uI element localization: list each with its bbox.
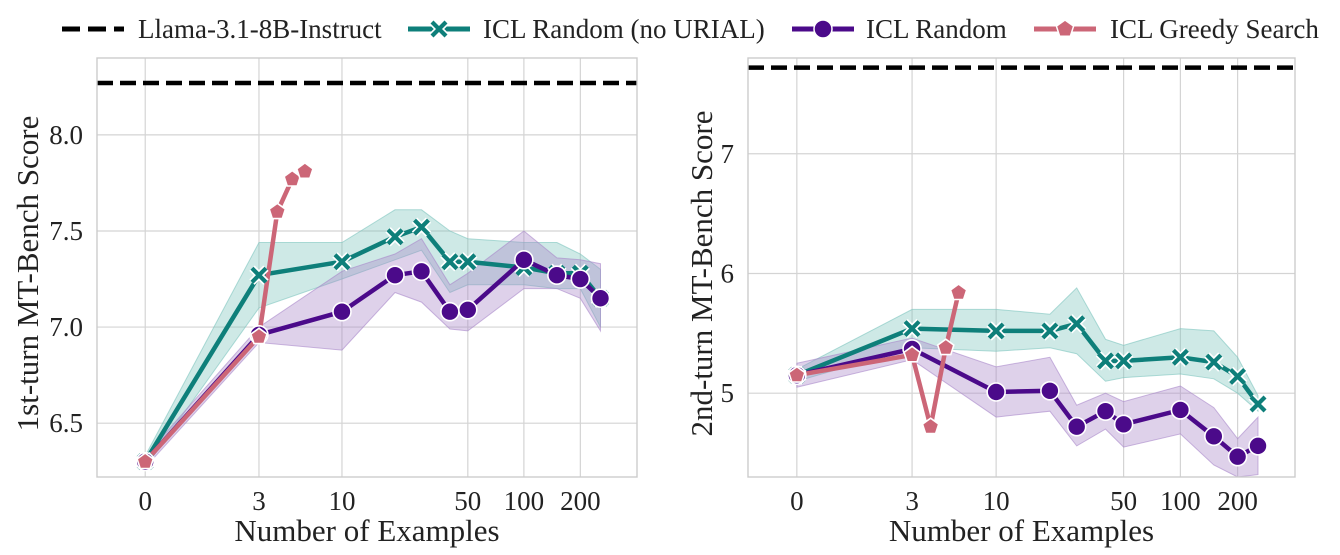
icl_greedy-point	[903, 345, 922, 363]
x-axis-label: Number of Examples	[889, 513, 1154, 548]
legend-label: ICL Random	[866, 14, 1007, 44]
plot-area	[794, 287, 1261, 477]
y-tick-label: 5	[721, 378, 735, 408]
x-axis-label: Number of Examples	[234, 513, 499, 548]
circle-marker-icon	[813, 19, 833, 39]
legend-item-baseline: Llama-3.1-8B-Instruct	[62, 14, 382, 44]
icl_greedy-point	[295, 161, 314, 180]
y-tick-label: 6.5	[49, 408, 83, 438]
icl_random_no_urial-point	[1249, 395, 1267, 413]
icl_random_no_urial-confidence-band	[796, 287, 1259, 413]
icl_random-point	[385, 265, 405, 285]
icl_random-point	[1095, 401, 1116, 421]
x-marker-icon	[430, 20, 448, 38]
y-tick-label: 8.0	[49, 120, 83, 150]
icl_random_no_urial-point	[441, 253, 459, 271]
legend-item-icl_random_no_urial: ICL Random (no URIAL)	[408, 14, 765, 44]
x-tick-label: 0	[138, 486, 152, 516]
icl_random-point	[547, 265, 567, 285]
x-tick-label: 100	[1160, 486, 1201, 516]
legend: Llama-3.1-8B-Instruct ICL Random (no URIA…	[62, 14, 1319, 44]
icl_greedy-point	[936, 338, 955, 356]
icl_random-point	[332, 301, 352, 322]
y-tick-label: 7.5	[49, 216, 83, 246]
icl_random-point	[590, 288, 611, 309]
icl_random-point	[411, 261, 432, 282]
icl_random-point	[514, 250, 534, 270]
plot-frame	[747, 57, 1296, 478]
icl_random-point	[1040, 381, 1060, 401]
icl_random-point	[1170, 400, 1191, 420]
icl_random_no_urial-point	[903, 320, 921, 338]
icl_random_no_urial-point	[1229, 367, 1247, 385]
legend-label: ICL Random (no URIAL)	[483, 14, 765, 44]
icl_random-point	[440, 301, 460, 322]
icl_random_no_urial-point	[333, 253, 351, 271]
icl_random_no_urial-point	[1096, 352, 1114, 370]
x-tick-label: 50	[454, 486, 481, 516]
icl_greedy-point	[921, 417, 940, 435]
chart-1st-turn: 0 3 10 50 100 200 6.5 7.0 7.5 8.0 Number of Exampl…	[10, 57, 638, 548]
icl_random_no_urial-point	[987, 322, 1005, 340]
icl_greedy-point	[136, 452, 155, 470]
y-tick-label: 6	[721, 258, 735, 288]
icl_random_no_urial-point	[1115, 352, 1133, 370]
icl_random-confidence-band	[796, 337, 1259, 477]
legend-item-icl_greedy: ICL Greedy Search	[1034, 14, 1319, 44]
legend-label: Llama-3.1-8B-Instruct	[138, 14, 382, 44]
icl_greedy-point	[949, 283, 968, 301]
x-tick-label: 3	[905, 486, 919, 516]
y-axis-label: 2nd-turn MT-Bench Score	[684, 110, 719, 436]
pentagon-marker-icon	[1055, 19, 1075, 38]
icl_random_no_urial-point	[413, 218, 430, 236]
icl_random_no_urial-point	[250, 266, 268, 284]
icl_random_no_urial-point	[1068, 315, 1086, 333]
y-axis-label: 1st-turn MT-Bench Score	[10, 116, 45, 432]
icl_random-point	[1248, 436, 1268, 456]
x-tick-label: 200	[560, 486, 601, 516]
plot-frame	[96, 57, 638, 478]
icl_random-point	[986, 382, 1006, 402]
x-tick-label: 3	[252, 486, 266, 516]
chart-2nd-turn: 0 3 10 50 100 200 5 6 7 Number of Examples 2nd-tur…	[684, 57, 1296, 548]
legend-label: ICL Greedy Search	[1110, 14, 1319, 44]
icl_random-point	[1066, 416, 1087, 437]
x-tick-label: 200	[1217, 486, 1258, 516]
icl_greedy-point	[787, 365, 806, 383]
legend-item-icl_random: ICL Random	[792, 14, 1007, 44]
icl_random_no_urial-point	[1171, 348, 1189, 366]
icl_random-point	[1204, 426, 1224, 447]
icl_greedy-point	[249, 327, 268, 345]
icl_random_no_urial-point	[459, 253, 477, 271]
y-tick-label: 7.0	[49, 312, 83, 342]
icl_random-point	[570, 269, 591, 289]
icl_random-point	[1227, 446, 1248, 467]
icl_random_no_urial-point	[1205, 353, 1223, 371]
x-tick-label: 0	[790, 486, 804, 516]
x-tick-label: 100	[504, 486, 545, 516]
icl_random-point	[1113, 414, 1134, 435]
icl_random_no_urial-point	[386, 228, 404, 246]
x-tick-label: 50	[1110, 486, 1137, 516]
icl_random_no_urial-point	[1041, 322, 1059, 340]
icl_greedy-point	[268, 202, 287, 220]
icl_random-point	[458, 299, 478, 320]
y-tick-label: 7	[721, 139, 735, 169]
x-tick-label: 10	[983, 486, 1010, 516]
x-tick-label: 10	[328, 486, 355, 516]
